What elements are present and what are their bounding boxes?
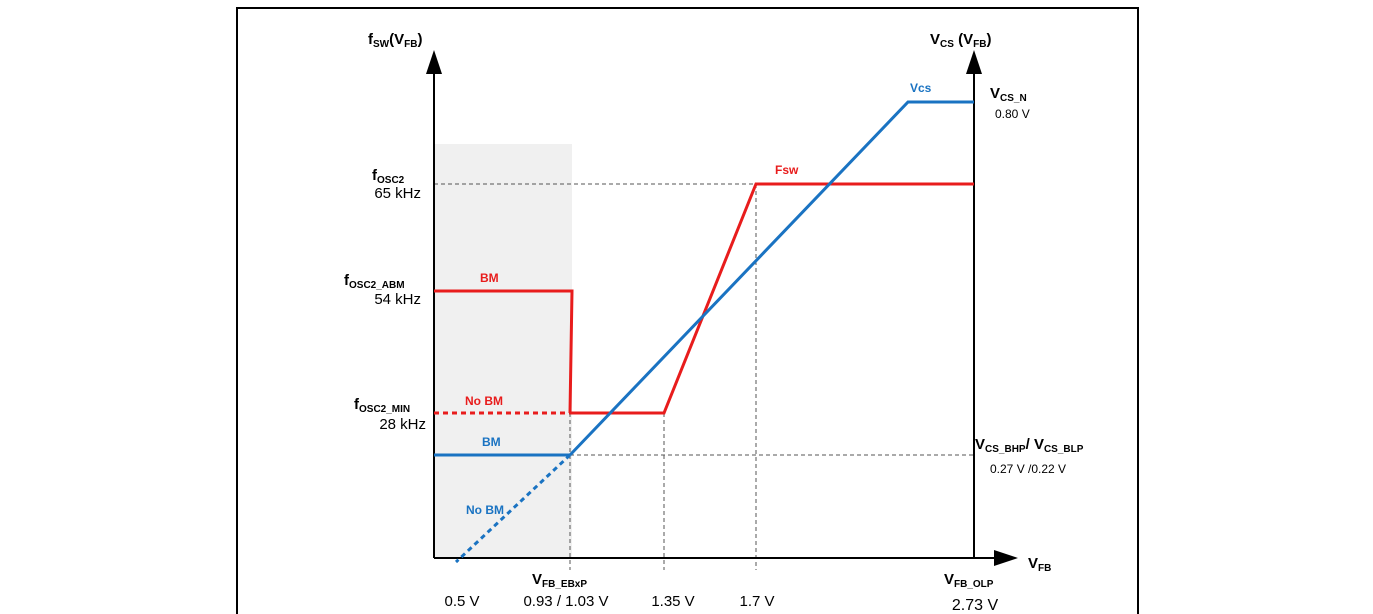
fsw-curve	[434, 182, 974, 415]
tick-0-93v: 0.93 / 1.03 V	[523, 593, 608, 610]
vcs-curve	[434, 100, 974, 564]
v-fb-olp-label: VFB_OLP	[944, 571, 994, 590]
tick-1-7v: 1.7 V	[739, 593, 774, 610]
fosc2-value: 65 kHz	[374, 185, 421, 202]
x-axis-title: VFB	[1028, 555, 1051, 574]
right-labels: VCS_N 0.80 V VCS_BHP/ VCS_BLP 0.27 V /0.…	[975, 85, 1084, 476]
vcs-n-label: VCS_N	[990, 85, 1027, 104]
curve-labels: Fsw Vcs BM No BM BM No BM	[465, 81, 932, 517]
fsw-label: Fsw	[775, 163, 799, 177]
x-axis-arrow	[994, 550, 1018, 566]
right-axis-title: VCS (VFB)	[930, 31, 991, 50]
vcs-label: Vcs	[910, 81, 932, 95]
tick-1-35v: 1.35 V	[651, 593, 694, 610]
x-labels: VFB_EBxP VFB_OLP 0.5 V 0.93 / 1.03 V 1.3…	[444, 571, 998, 614]
fosc2-min-label: fOSC2_MIN	[354, 396, 410, 415]
left-axis-title: fSW(VFB)	[368, 31, 422, 50]
vcs-bhp-blp-label: VCS_BHP/ VCS_BLP	[975, 436, 1084, 455]
y-axis-right-arrow	[966, 50, 982, 74]
blue-no-bm-label: No BM	[466, 503, 504, 517]
fosc2-label: fOSC2	[372, 167, 405, 186]
axes	[426, 50, 1018, 566]
vcs-no-bm-dashed-segment	[454, 453, 572, 564]
fosc2-min-value: 28 kHz	[379, 416, 426, 433]
fosc2-abm-value: 54 kHz	[374, 291, 421, 308]
vcs-bhp-blp-value: 0.27 V /0.22 V	[990, 462, 1066, 476]
blue-bm-label: BM	[482, 435, 501, 449]
vcs-main-segment	[568, 100, 974, 457]
fsw-burst-mode-segment	[434, 289, 574, 414]
vcs-n-value: 0.80 V	[995, 107, 1030, 121]
left-labels: fOSC2 65 kHz fOSC2_ABM 54 kHz fOSC2_MIN …	[344, 167, 426, 433]
burst-mode-shaded-region	[434, 144, 572, 558]
tick-0-5v: 0.5 V	[444, 593, 479, 610]
fsw-main-segment	[570, 182, 974, 415]
figure-frame	[236, 7, 1139, 614]
tick-2-73v: 2.73 V	[952, 597, 999, 614]
fosc2-abm-label: fOSC2_ABM	[344, 272, 405, 291]
v-fb-ebxp-label: VFB_EBxP	[532, 571, 587, 590]
y-axis-left-arrow	[426, 50, 442, 74]
red-no-bm-label: No BM	[465, 394, 503, 408]
red-bm-label: BM	[480, 271, 499, 285]
